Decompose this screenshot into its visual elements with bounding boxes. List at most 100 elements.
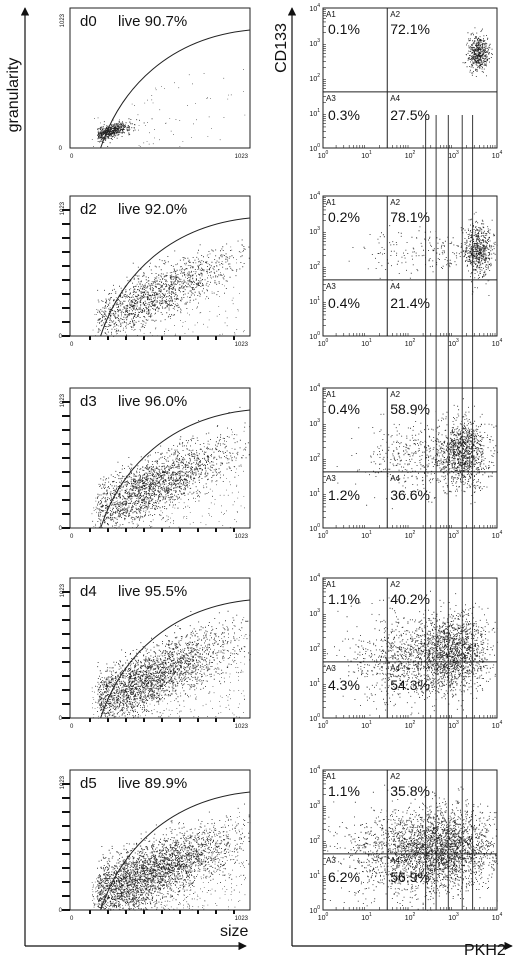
x-tick-label: 100 [318, 720, 329, 730]
x-tick-label: 102 [405, 912, 416, 922]
y-tick-label: 104 [309, 3, 320, 13]
x-tick-label: 101 [361, 530, 372, 540]
quadrant-percent-A2: 72.1% [390, 21, 430, 37]
quadrant-name-A3: A3 [326, 856, 336, 865]
granularity-axis-label: granularity [5, 58, 22, 133]
y-tick-label: 1023 [60, 583, 66, 597]
quadrant-percent-A4: 36.6% [390, 487, 430, 503]
y-tick-label: 1023 [60, 201, 66, 215]
day-label: d4 [80, 583, 97, 600]
y-tick-label: 104 [309, 573, 320, 583]
y-tick-label: 1023 [60, 393, 66, 407]
quadrant-percent-A3: 6.2% [328, 869, 360, 885]
y-tick-label: 103 [309, 608, 320, 618]
y-tick-label: 103 [309, 38, 320, 48]
quadrant-percent-A4: 27.5% [390, 107, 430, 123]
x-tick-label: 1023 [235, 534, 249, 540]
live-gate [100, 409, 251, 529]
y-tick-label: 103 [309, 418, 320, 428]
x-tick-label: 101 [361, 338, 372, 348]
live-percent: live 92.0% [118, 201, 187, 218]
cd133-axis-label: CD133 [273, 23, 290, 73]
quadrant-name-A3: A3 [326, 474, 336, 483]
y-tick-label: 101 [309, 488, 320, 498]
quadrant-name-A1: A1 [326, 10, 336, 19]
live-percent: live 89.9% [118, 775, 187, 792]
x-tick-label: 104 [492, 912, 503, 922]
plot-frame [322, 7, 498, 149]
pkh2-axis-label: PKH2 [464, 942, 506, 959]
size-granularity-panel-d0: d0 live 90.7% 0 1023 0 1023 [59, 7, 251, 160]
x-tick-label: 104 [492, 338, 503, 348]
y-tick-label: 1023 [60, 13, 66, 27]
y-tick-label: 100 [309, 331, 320, 341]
y-tick-label: 0 [59, 716, 63, 722]
y-tick-label: 0 [59, 526, 63, 532]
day-label: d3 [80, 393, 97, 410]
x-tick-label: 100 [318, 150, 329, 160]
x-tick-label: 103 [448, 720, 459, 730]
plot-frame [69, 387, 251, 529]
size-granularity-panel-d3: d3 live 96.0% 0 1023 0 1023 [59, 387, 251, 540]
y-tick-label: 104 [309, 765, 320, 775]
size-granularity-panel-d5: d5 live 89.9% 0 1023 0 1023 [59, 769, 251, 922]
plot-frame [322, 769, 498, 911]
x-tick-label: 101 [361, 150, 372, 160]
y-tick-label: 101 [309, 870, 320, 880]
quadrant-name-A4: A4 [390, 474, 400, 483]
quadrant-name-A2: A2 [390, 580, 400, 589]
quadrant-name-A4: A4 [390, 856, 400, 865]
quadrant-name-A2: A2 [390, 10, 400, 19]
y-tick-label: 102 [309, 643, 320, 653]
x-tick-label: 100 [318, 338, 329, 348]
live-gate [100, 791, 251, 911]
day-label: d5 [80, 775, 97, 792]
y-tick-label: 100 [309, 713, 320, 723]
quadrant-percent-A2: 78.1% [390, 209, 430, 225]
y-tick-label: 101 [309, 678, 320, 688]
quadrant-percent-A3: 1.2% [328, 487, 360, 503]
quadrant-percent-A3: 0.3% [328, 107, 360, 123]
quadrant-percent-A1: 0.4% [328, 401, 360, 417]
quadrant-percent-A3: 4.3% [328, 677, 360, 693]
x-tick-label: 1023 [235, 154, 249, 160]
quadrant-name-A4: A4 [390, 94, 400, 103]
x-tick-label: 0 [70, 916, 74, 922]
quadrant-percent-A4: 21.4% [390, 295, 430, 311]
quadrant-percent-A4: 56.9% [390, 869, 430, 885]
quadrant-name-A1: A1 [326, 772, 336, 781]
size-granularity-panel-d4: d4 live 95.5% 0 1023 0 1023 [59, 577, 251, 730]
x-tick-label: 102 [405, 720, 416, 730]
y-tick-label: 100 [309, 905, 320, 915]
cell-events [91, 406, 251, 529]
x-tick-label: 104 [492, 720, 503, 730]
live-percent: live 90.7% [118, 13, 187, 30]
day-label: d0 [80, 13, 97, 30]
live-percent: live 96.0% [118, 393, 187, 410]
cell-events [336, 398, 498, 510]
x-tick-label: 0 [70, 342, 74, 348]
size-axis-label: size [220, 923, 249, 940]
x-tick-label: 103 [448, 530, 459, 540]
plot-frame [69, 769, 251, 911]
x-tick-label: 104 [492, 150, 503, 160]
cell-events [462, 27, 493, 77]
plot-frame [69, 577, 251, 719]
cell-events [348, 211, 498, 296]
y-tick-label: 102 [309, 835, 320, 845]
live-gate [100, 599, 251, 719]
x-tick-label: 1023 [235, 342, 249, 348]
quadrant-percent-A1: 0.1% [328, 21, 360, 37]
plot-frame [322, 195, 498, 337]
y-tick-label: 100 [309, 523, 320, 533]
quadrant-name-A3: A3 [326, 282, 336, 291]
x-tick-label: 103 [448, 338, 459, 348]
quadrant-name-A4: A4 [390, 282, 400, 291]
quadrant-percent-A4: 54.3% [390, 677, 430, 693]
y-tick-label: 1023 [60, 775, 66, 789]
